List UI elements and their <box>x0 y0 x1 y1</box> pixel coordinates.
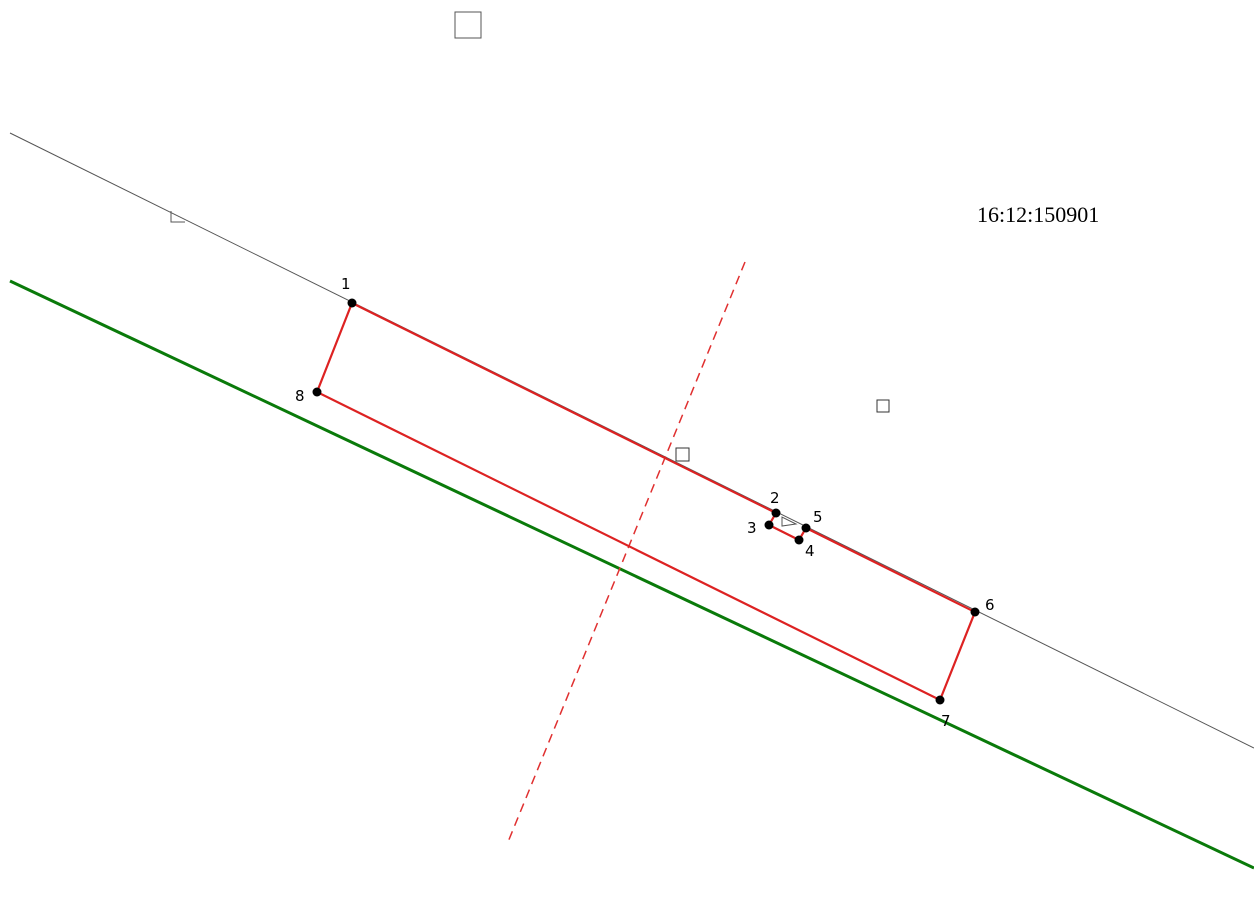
vertex <box>771 508 781 518</box>
vertex-label: 7 <box>941 712 951 730</box>
cadastral-number: 16:12:150901 <box>977 202 1099 227</box>
vertex <box>801 523 811 533</box>
vertex-label: 1 <box>341 275 351 293</box>
vertex <box>794 535 804 545</box>
vertex <box>970 607 980 617</box>
vertex-label: 6 <box>985 596 995 614</box>
vertex-label: 3 <box>747 519 757 537</box>
vertex <box>764 520 774 530</box>
vertex-label: 8 <box>295 387 305 405</box>
vertex <box>935 695 945 705</box>
vertex-label: 5 <box>813 508 823 526</box>
square-marker <box>454 11 482 39</box>
vertices <box>312 298 980 705</box>
vertex <box>347 298 357 308</box>
vertex-label: 2 <box>770 489 780 507</box>
vertex <box>312 387 322 397</box>
vertex-label: 4 <box>805 542 815 560</box>
green-boundary <box>9 279 1254 870</box>
square-marker <box>876 399 890 413</box>
square-marker <box>170 211 185 223</box>
square-marker <box>675 447 690 462</box>
triangle-marker <box>781 516 798 527</box>
